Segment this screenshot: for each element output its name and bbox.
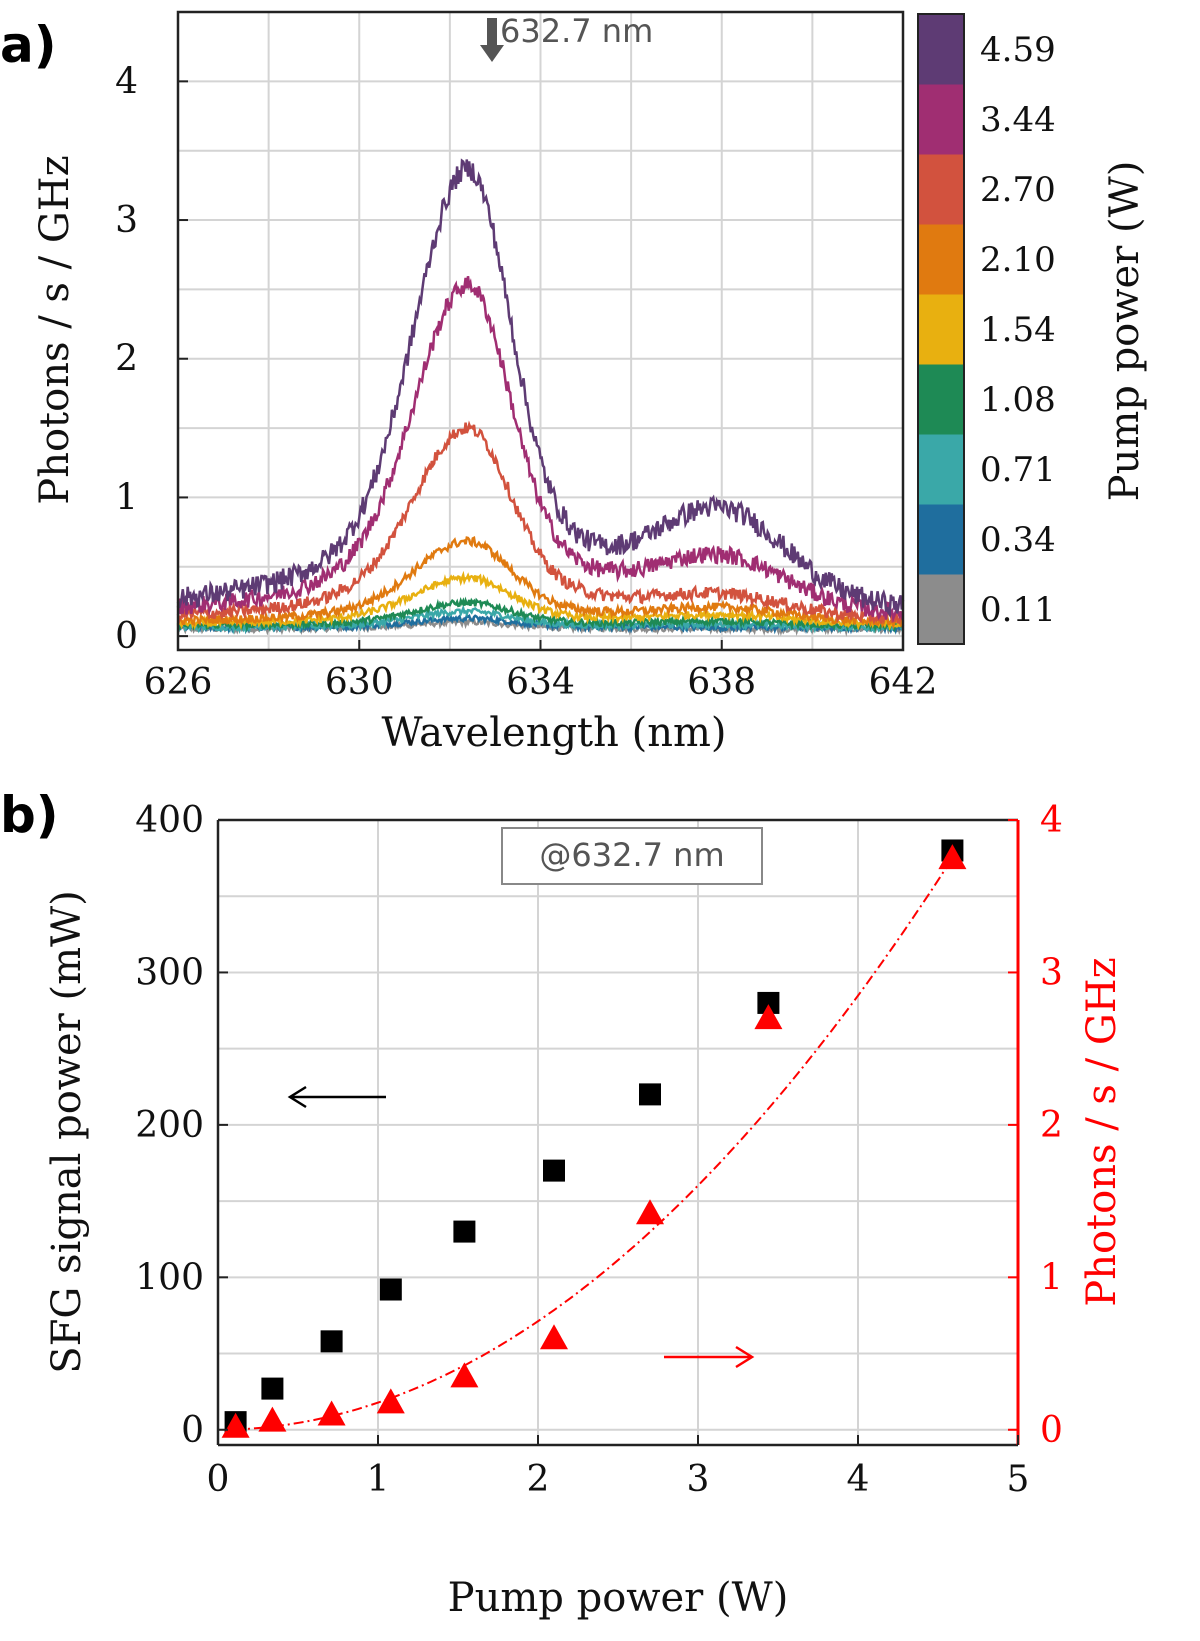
colorbar-segment [918, 364, 964, 435]
triangle-point [450, 1362, 479, 1388]
triangle-point [376, 1388, 405, 1414]
colorbar-segment [918, 154, 964, 225]
y-tick-label: 300 [135, 952, 204, 993]
y-tick-label: 100 [135, 1257, 204, 1298]
colorbar-segment [918, 224, 964, 295]
x-tick-label: 634 [506, 662, 575, 703]
x-tick-label: 3 [687, 1459, 710, 1500]
triangle-point [754, 1004, 783, 1030]
y-tick-label: 3 [115, 200, 138, 241]
x-tick-label: 630 [325, 662, 394, 703]
series-line-2.10 [176, 536, 904, 630]
square-point [261, 1377, 284, 1400]
square-point [453, 1220, 476, 1243]
colorbar-label: Pump power (W) [1102, 161, 1148, 502]
y-tick-label: 200 [135, 1105, 204, 1146]
panel-a-ylabel: Photons / s / GHz [32, 155, 78, 504]
y-tick-label: 1 [115, 477, 138, 518]
panel-b-xlabel: Pump power (W) [448, 1575, 789, 1621]
panel-a-xticks: 626 630 634 638 642 [144, 640, 938, 703]
colorbar-frame [917, 13, 965, 645]
legend-box: @632.7 nm [501, 827, 763, 885]
y-tick-label-right: 0 [1040, 1410, 1063, 1451]
fit-curve [233, 842, 963, 1431]
x-tick-label: 638 [687, 662, 756, 703]
colorbar-tick-label: 0.71 [980, 450, 1056, 490]
y-tick-label: 0 [115, 616, 138, 657]
panel-b-yticks-right: 0 1 2 3 4 [1008, 800, 1063, 1451]
y-tick-label: 400 [135, 800, 204, 841]
colorbar-segment [918, 84, 964, 155]
panel-b-label: b) [0, 786, 59, 844]
y-tick-label-right: 2 [1040, 1105, 1063, 1146]
legend-box-frame [501, 827, 763, 885]
y-tick-label: 0 [181, 1410, 204, 1451]
square-point [320, 1330, 343, 1353]
colorbar-segment [918, 504, 964, 575]
x-tick-label: 1 [367, 1459, 390, 1500]
panel-b-fit [233, 842, 963, 1431]
triangle-point [258, 1406, 287, 1432]
triangle-point [221, 1412, 250, 1438]
peak-annotation-label: 632.7 nm [500, 12, 653, 50]
triangle-point [540, 1324, 568, 1350]
colorbar-tick-label: 3.44 [980, 100, 1056, 140]
square-point [639, 1083, 661, 1106]
panel-a-series [176, 158, 905, 637]
square-point [379, 1278, 402, 1301]
panel-b-xticks: 0 1 2 3 4 5 [207, 1435, 1030, 1500]
y-tick-label-right: 3 [1040, 952, 1063, 993]
arrow-left-icon [287, 1085, 307, 1109]
down-arrow-icon [480, 18, 504, 62]
panel-a-xlabel: Wavelength (nm) [381, 710, 726, 756]
colorbar-segment [918, 574, 964, 645]
x-tick-label: 642 [869, 662, 938, 703]
square-point [543, 1159, 565, 1182]
panel-b-yticks-left: 0 100 200 300 400 [135, 800, 228, 1451]
panel-b-ylabel-right: Photons / s / GHz [1079, 957, 1125, 1306]
left-axis-arrow [287, 1085, 386, 1109]
series-line-2.70 [176, 420, 905, 626]
x-tick-label: 2 [527, 1459, 550, 1500]
colorbar-tick-label: 2.70 [980, 170, 1056, 210]
y-tick-label-right: 4 [1040, 800, 1063, 841]
colorbar-tick-label: 0.34 [980, 520, 1056, 560]
right-axis-arrow [664, 1345, 755, 1369]
panel-b-points [221, 839, 967, 1438]
square-point [757, 991, 780, 1014]
x-tick-label: 626 [144, 662, 213, 703]
triangle-point [636, 1199, 664, 1225]
panel-b-ylabel-left: SFG signal power (mW) [44, 890, 90, 1374]
colorbar-tick-label: 2.10 [980, 240, 1056, 280]
series-line-4.59 [176, 158, 905, 619]
legend-box-label: @632.7 nm [539, 836, 724, 874]
colorbar-tick-label: 1.54 [980, 310, 1056, 350]
colorbar-segment [918, 14, 964, 85]
peak-annotation: 632.7 nm [480, 12, 653, 62]
y-tick-label-right: 1 [1040, 1257, 1063, 1298]
colorbar: 0.11 0.34 0.71 1.08 1.54 2.10 2.70 3.44 4.59 [917, 13, 1056, 645]
panel-a-label: a) [0, 16, 57, 74]
triangle-point [317, 1400, 346, 1426]
arrow-right-icon [735, 1345, 755, 1369]
colorbar-tick-label: 4.59 [980, 30, 1056, 70]
x-tick-label: 5 [1007, 1459, 1030, 1500]
series-line-3.44 [176, 276, 904, 624]
panel-a-yticks: 0 1 2 3 4 [115, 61, 188, 657]
colorbar-segment [918, 434, 964, 505]
y-tick-label: 2 [115, 339, 138, 380]
y-tick-label: 4 [115, 61, 138, 102]
triangle-point [938, 844, 967, 870]
colorbar-tick-label: 1.08 [980, 380, 1056, 420]
x-tick-label: 0 [207, 1459, 230, 1500]
colorbar-segment [918, 294, 964, 365]
colorbar-tick-label: 0.11 [980, 590, 1056, 630]
x-tick-label: 4 [847, 1459, 870, 1500]
